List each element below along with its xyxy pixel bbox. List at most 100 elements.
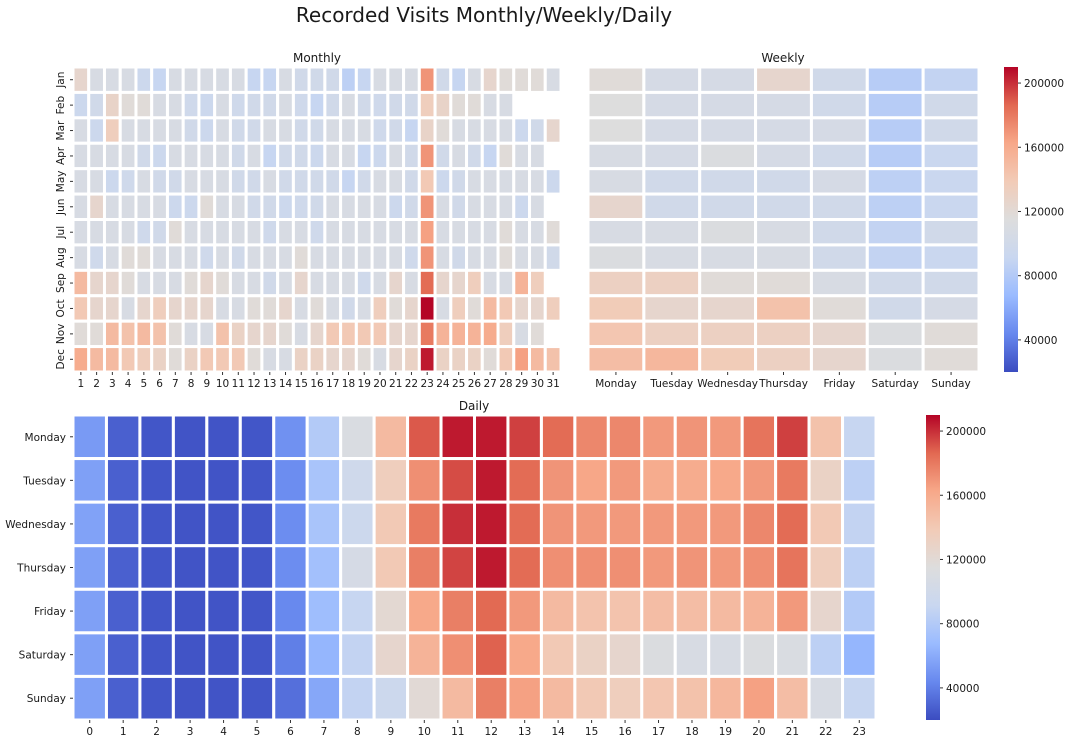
daily-cell-Wednesday-5 [238,500,276,548]
monthly-cell-Mar-7 [165,116,185,145]
monthly-cell-Apr-20 [370,141,390,171]
monthly-cell-Apr-9 [197,141,217,171]
monthly-cell-Jun-5 [134,192,154,222]
monthly-cell-Mar-4 [118,116,138,145]
monthly-cell-Apr-2 [87,141,106,171]
monthly-cell-Sep-2 [87,268,106,298]
daily-cell-Friday-23 [841,587,878,635]
monthly-cell-May-10 [213,167,232,196]
monthly-cell-Jul-10 [213,218,232,247]
monthly-cell-Oct-21 [386,294,406,323]
weekly-cell-Jan-Tuesday [642,65,702,94]
monthly-cell-Apr-24 [433,141,453,171]
daily-cell-Saturday-9 [372,631,410,678]
daily-cell-Tuesday-6 [272,457,309,504]
weekly-cell-Nov-Thursday [754,319,813,349]
daily-cell-Monday-21 [774,413,811,461]
daily-cell-Sunday-13 [506,674,543,722]
monthly-cell-Apr-22 [402,141,421,171]
colorbar-tick-label: 40000 [946,683,979,695]
monthly-cell-Dec-27 [480,345,500,374]
daily-cell-Friday-19 [707,587,744,635]
monthly-cell-Mar-21 [386,116,406,145]
monthly-cell-Nov-15 [291,319,311,349]
monthly-cell-May-15 [291,167,311,196]
daily-cell-Sunday-22 [807,674,845,722]
daily-cell-Wednesday-6 [272,500,309,548]
monthly-cell-Sep-20 [370,268,390,298]
monthly-cell-Dec-11 [228,345,248,374]
daily-cell-Wednesday-18 [673,500,711,548]
monthly-cell-Jul-20 [370,218,390,247]
monthly-cell-Aug-2 [87,243,106,272]
monthly-cell-Jan-3 [102,65,122,94]
monthly-cell-Dec-2 [87,345,106,374]
daily-title: Daily [459,399,489,413]
monthly-cell-Dec-31 [543,345,563,374]
monthly-cell-Jun-21 [386,192,406,222]
monthly-cell-Mar-31 [543,116,563,145]
daily-cell-Wednesday-10 [406,500,443,548]
weekly-x-tick-label: Saturday [872,378,919,390]
monthly-cell-Jul-29 [512,218,532,247]
daily-y-tick-label: Thursday [16,563,66,575]
daily-cell-Monday-20 [740,413,778,461]
daily-cell-Thursday-2 [138,544,175,591]
monthly-cell-Feb-24 [433,90,453,120]
monthly-cell-Aug-3 [102,243,122,272]
monthly-cell-Oct-19 [354,294,374,323]
monthly-x-tick-label: 12 [247,378,260,390]
daily-x-tick-label: 6 [287,726,294,738]
monthly-cell-Dec-23 [417,345,437,374]
daily-cell-Saturday-2 [138,631,175,678]
colorbar-tick-label: 120000 [1024,206,1064,218]
daily-x-tick-label: 4 [220,726,227,738]
monthly-x-tick-label: 4 [125,378,132,390]
monthly-cell-Sep-19 [354,268,374,298]
daily-cell-Tuesday-16 [606,457,644,504]
monthly-cell-Mar-26 [465,116,484,145]
weekly-cell-Nov-Monday [586,319,646,349]
daily-cell-Saturday-15 [573,631,610,678]
daily-cell-Wednesday-22 [807,500,845,548]
monthly-x-tick-label: 15 [295,378,308,390]
monthly-cell-May-17 [323,167,343,196]
daily-cell-Saturday-16 [606,631,644,678]
daily-cell-Sunday-8 [339,674,376,722]
monthly-x-tick-label: 19 [358,378,371,390]
daily-y-tick-label: Friday [34,606,66,618]
weekly-cell-Nov-Friday [809,319,869,349]
daily-cell-Monday-12 [473,413,510,461]
monthly-cell-Dec-12 [244,345,264,374]
monthly-y-tick-label: Sep [55,273,67,293]
daily-cell-Saturday-23 [841,631,878,678]
daily-cell-Saturday-11 [439,631,477,678]
monthly-x-tick-label: 10 [216,378,229,390]
daily-cell-Saturday-1 [104,631,142,678]
weekly-cell-Nov-Saturday [865,319,925,349]
daily-cell-Sunday-7 [305,674,343,722]
monthly-cell-Apr-27 [480,141,500,171]
daily-cell-Saturday-20 [740,631,778,678]
monthly-cell-Sep-6 [150,268,169,298]
monthly-cell-Jul-1 [71,218,91,247]
daily-cell-Sunday-19 [707,674,744,722]
monthly-cell-Dec-3 [102,345,122,374]
monthly-cell-May-24 [433,167,453,196]
monthly-cell-Aug-10 [213,243,232,272]
monthly-cell-Nov-12 [244,319,264,349]
weekly-cell-May-Sunday [921,167,981,196]
monthly-title: Monthly [293,51,341,65]
monthly-cell-Dec-6 [150,345,169,374]
monthly-cell-Jul-2 [87,218,106,247]
monthly-cell-Apr-25 [449,141,469,171]
weekly-cell-Jun-Sunday [921,192,981,222]
monthly-cell-Oct-14 [276,294,295,323]
monthly-cell-May-25 [449,167,469,196]
monthly-cell-Aug-19 [354,243,374,272]
monthly-cell-Nov-14 [276,319,295,349]
daily-cell-Friday-9 [372,587,410,635]
daily-cell-Friday-5 [238,587,276,635]
monthly-cell-Aug-29 [512,243,532,272]
monthly-cell-Oct-6 [150,294,169,323]
